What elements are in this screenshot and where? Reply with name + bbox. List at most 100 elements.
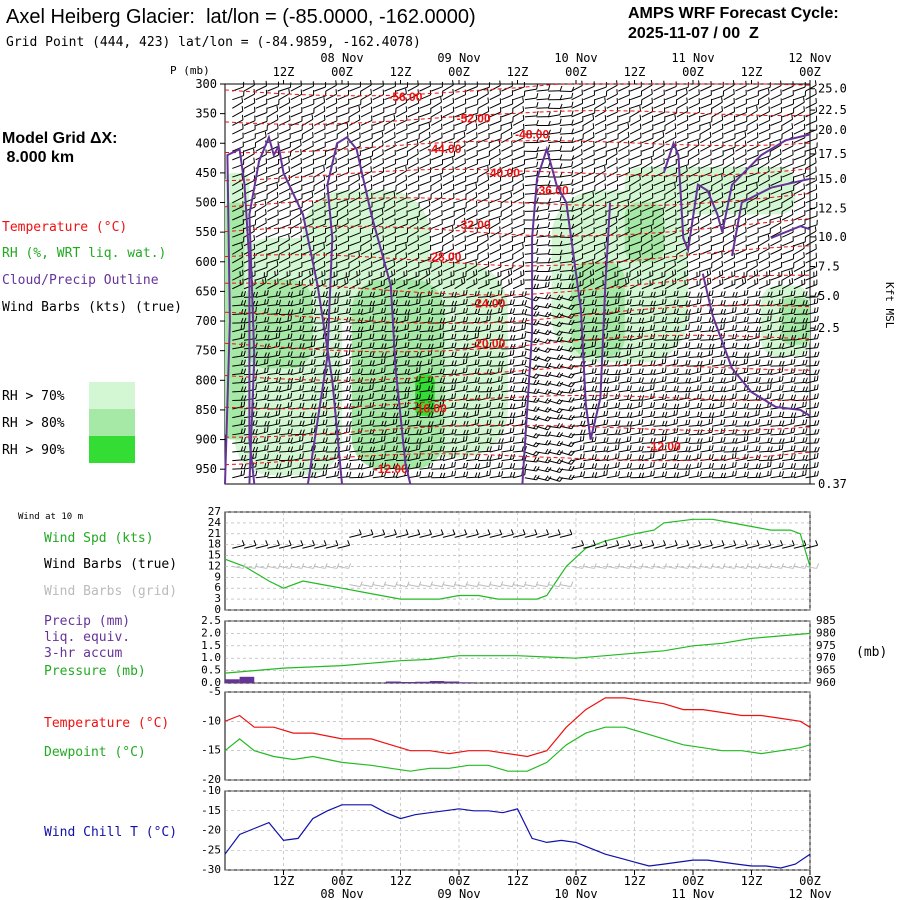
wind-barb xyxy=(279,295,292,298)
wind-barb-flag xyxy=(255,300,259,306)
wind-barb-flag xyxy=(302,307,305,313)
wind-barb-flag xyxy=(547,162,551,168)
wind-barb-flag xyxy=(580,394,583,400)
wind-barb xyxy=(454,103,466,109)
wind-barb-flag xyxy=(499,80,501,86)
wind-barb-flag xyxy=(559,255,562,261)
wind-barb-flag xyxy=(430,349,433,355)
wind-barb-flag xyxy=(489,291,492,297)
wind-barb-flag xyxy=(454,351,457,357)
wind-barb xyxy=(442,248,454,255)
wind-barb xyxy=(430,256,442,264)
wind-barb xyxy=(314,390,327,393)
wind-barb xyxy=(583,363,596,367)
wind-barb xyxy=(618,371,631,376)
wind-barb-flag xyxy=(544,371,549,377)
wind-barb-flag xyxy=(735,410,738,417)
wind-barb-flag xyxy=(591,394,595,400)
wind-barb xyxy=(676,415,689,419)
wind-barb-flag xyxy=(500,375,503,381)
wind-barb-flag xyxy=(322,368,326,374)
wind-barb-flag xyxy=(544,320,549,326)
wind-barb-flag xyxy=(629,376,632,382)
wind-barb xyxy=(782,258,794,264)
wind-barb-flag xyxy=(743,412,747,418)
wind-barb xyxy=(618,407,631,410)
wind-barb xyxy=(688,320,701,324)
wind-barb-flag xyxy=(735,402,738,408)
wind-barb xyxy=(676,119,688,126)
wind-barb-flag xyxy=(688,300,691,306)
wind-barb xyxy=(278,146,291,152)
wind-barb-flag xyxy=(288,166,291,172)
wind-barb xyxy=(688,215,701,221)
wind-barb-flag xyxy=(802,342,805,348)
wind-barb-flag xyxy=(735,351,738,357)
wind-barb-flag xyxy=(536,230,539,236)
wind-barb xyxy=(735,362,748,367)
wind-barb xyxy=(594,155,607,161)
wind-barb xyxy=(431,414,444,419)
wind-barb-flag xyxy=(477,317,481,323)
wind-barb-flag xyxy=(559,337,563,342)
wind-barb xyxy=(489,329,502,333)
wind-barb-flag xyxy=(571,274,574,280)
wind-barb xyxy=(559,314,572,319)
wind-barb xyxy=(793,328,806,333)
wind-barb-flag xyxy=(299,402,302,409)
wind-barb-flag xyxy=(732,393,734,399)
wind-barb-flag xyxy=(267,325,270,331)
wind-barb-flag xyxy=(489,410,492,416)
wind-barb xyxy=(489,215,502,221)
wind-barb-flag xyxy=(509,368,512,374)
wind-barb-flag xyxy=(696,376,699,382)
wind-barb xyxy=(641,329,654,333)
wind-barb xyxy=(232,205,244,212)
wind-barb xyxy=(337,282,349,290)
wind-barb-flag xyxy=(263,359,266,365)
wind-barb-flag xyxy=(767,411,770,417)
wind-barb-flag xyxy=(743,359,746,365)
wind-barb-flag xyxy=(536,274,539,280)
wind-barb xyxy=(548,374,561,378)
wind-barb xyxy=(676,102,688,109)
wind-barb xyxy=(396,406,408,410)
wind-barb xyxy=(337,127,349,135)
wind-barb-flag xyxy=(381,299,383,305)
wind-barb xyxy=(676,364,689,367)
wind-barb-flag xyxy=(442,359,445,365)
wind-barb xyxy=(571,162,583,169)
wind-barb xyxy=(524,124,537,126)
wind-barb-flag xyxy=(474,317,478,323)
wind-barb-flag xyxy=(335,157,337,163)
wind-barb xyxy=(512,146,525,152)
wind-barb xyxy=(372,284,385,290)
wind-barb xyxy=(501,240,513,247)
wind-barb-flag xyxy=(676,308,679,314)
wind-barb-flag xyxy=(744,140,747,146)
wind-barb xyxy=(442,406,455,410)
wind-barb xyxy=(395,214,408,221)
wind-barb xyxy=(232,337,245,341)
wind-barb-flag xyxy=(392,290,395,297)
wind-barb xyxy=(477,188,489,195)
wind-barb xyxy=(641,296,654,298)
wind-barb xyxy=(431,372,444,376)
wind-barb-flag xyxy=(664,376,667,382)
wind-barb xyxy=(489,239,501,247)
wind-barb-flag xyxy=(451,226,454,232)
wind-barb xyxy=(606,153,618,161)
wind-barb xyxy=(279,433,292,436)
wind-barb-flag xyxy=(580,411,583,417)
wind-barb xyxy=(665,103,677,109)
wind-barb-flag xyxy=(370,166,373,172)
wind-barb-flag xyxy=(407,359,410,365)
wind-barb-flag xyxy=(440,192,443,198)
wind-barb-flag xyxy=(606,392,608,398)
wind-barb xyxy=(466,181,478,187)
wind-barb xyxy=(337,275,350,281)
wind-barb-flag xyxy=(805,332,807,338)
wind-barb-flag xyxy=(451,369,454,375)
wind-barb-flag xyxy=(383,289,386,295)
wind-barb-flag xyxy=(393,278,396,284)
